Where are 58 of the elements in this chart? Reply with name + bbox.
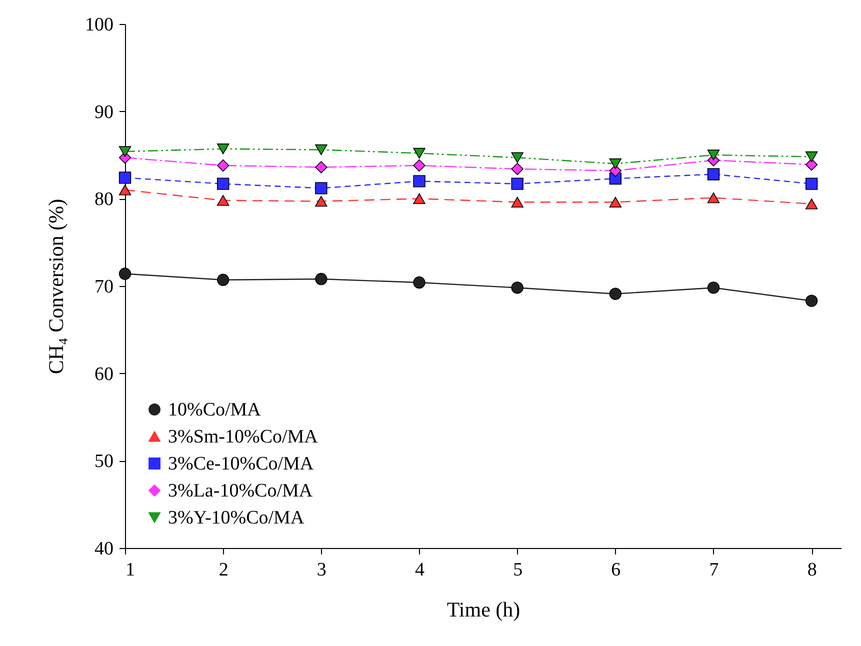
point xyxy=(118,184,132,196)
point xyxy=(609,288,622,300)
point xyxy=(315,196,328,207)
y-tick-label: 100 xyxy=(85,14,114,36)
point xyxy=(413,148,426,159)
y-tick-label: 80 xyxy=(94,189,114,210)
point xyxy=(118,146,132,157)
point xyxy=(805,178,818,190)
x-tick-label: 5 xyxy=(513,560,523,580)
point xyxy=(315,182,328,194)
y-tick-label: 60 xyxy=(94,364,114,385)
point xyxy=(707,192,720,204)
x-tick-label: 3 xyxy=(316,560,326,580)
x-axis-title: Time (h) xyxy=(446,598,520,622)
legend-label: 3%Ce-10%Co/MA xyxy=(168,454,314,474)
x-tick-label: 2 xyxy=(218,560,228,580)
y-tick-label: 40 xyxy=(94,538,114,560)
point xyxy=(805,151,818,162)
point xyxy=(707,168,720,180)
point xyxy=(118,268,132,280)
x-tick-label: 6 xyxy=(611,560,621,580)
point xyxy=(315,272,328,286)
legend-label: 3%Sm-10%Co/MA xyxy=(168,426,318,448)
x-tick-label: 4 xyxy=(414,560,425,580)
point xyxy=(118,172,132,184)
y-tick-label: 90 xyxy=(94,102,114,123)
point xyxy=(511,196,524,208)
point xyxy=(805,158,818,171)
x-tick-label: 8 xyxy=(807,560,817,580)
point xyxy=(216,144,230,154)
point xyxy=(511,178,524,190)
point xyxy=(216,274,230,286)
x-tick-label: 1 xyxy=(126,560,135,580)
point xyxy=(216,178,230,190)
point xyxy=(805,198,818,210)
y-axis-title: CH₄ Conversion (%) xyxy=(44,198,68,374)
point xyxy=(609,196,622,208)
point xyxy=(511,162,524,176)
point xyxy=(413,276,426,289)
legend-label: 10%Co/MA xyxy=(168,400,262,420)
point xyxy=(707,282,720,294)
point xyxy=(216,159,230,172)
point xyxy=(315,144,328,156)
point xyxy=(609,158,622,170)
x-tick-label: 7 xyxy=(709,560,719,580)
point xyxy=(413,175,426,188)
point xyxy=(805,294,818,307)
y-tick-label: 50 xyxy=(94,451,114,472)
point xyxy=(511,282,524,294)
point xyxy=(413,193,426,204)
point xyxy=(511,152,524,163)
y-tick-label: 70 xyxy=(94,276,114,298)
legend-label: 3%La-10%Co/MA xyxy=(168,480,313,502)
legend-label: 3%Y-10%Co/MA xyxy=(168,508,304,528)
point xyxy=(216,195,230,206)
point xyxy=(413,159,426,172)
point xyxy=(707,150,720,160)
point xyxy=(315,161,328,174)
